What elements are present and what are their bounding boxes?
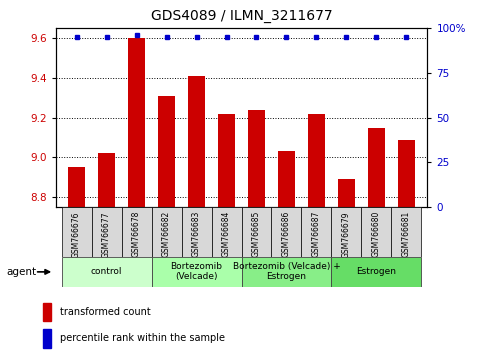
Text: GSM766677: GSM766677	[102, 211, 111, 258]
Bar	[398, 139, 415, 207]
Bar	[361, 207, 391, 257]
Bar	[128, 38, 145, 207]
Bar	[61, 257, 152, 287]
Text: GSM766686: GSM766686	[282, 211, 291, 257]
Bar	[158, 96, 175, 207]
Bar	[152, 257, 242, 287]
Bar	[43, 329, 51, 348]
Bar	[242, 207, 271, 257]
Bar	[242, 257, 331, 287]
Bar	[92, 207, 122, 257]
Bar	[271, 207, 301, 257]
Bar	[391, 207, 422, 257]
Text: GSM766676: GSM766676	[72, 211, 81, 258]
Text: GSM766684: GSM766684	[222, 211, 231, 257]
Bar	[331, 257, 422, 287]
Bar	[331, 207, 361, 257]
Bar	[152, 207, 182, 257]
Bar	[43, 303, 51, 321]
Bar	[308, 114, 325, 207]
Text: GSM766679: GSM766679	[342, 211, 351, 258]
Bar	[182, 207, 212, 257]
Text: transformed count: transformed count	[60, 307, 151, 317]
Text: Estrogen: Estrogen	[356, 267, 397, 276]
Bar	[212, 207, 242, 257]
Bar	[248, 110, 265, 207]
Text: GSM766680: GSM766680	[372, 211, 381, 257]
Text: Bortezomib
(Velcade): Bortezomib (Velcade)	[170, 262, 223, 281]
Bar	[218, 114, 235, 207]
Bar	[188, 76, 205, 207]
Text: agent: agent	[6, 267, 36, 277]
Bar	[338, 179, 355, 207]
Text: control: control	[91, 267, 122, 276]
Bar	[278, 152, 295, 207]
Bar	[301, 207, 331, 257]
Bar	[368, 128, 385, 207]
Text: GSM766685: GSM766685	[252, 211, 261, 257]
Bar	[98, 153, 115, 207]
Text: GDS4089 / ILMN_3211677: GDS4089 / ILMN_3211677	[151, 9, 332, 23]
Text: GSM766681: GSM766681	[402, 211, 411, 257]
Text: GSM766682: GSM766682	[162, 211, 171, 257]
Text: GSM766683: GSM766683	[192, 211, 201, 257]
Bar	[61, 207, 92, 257]
Text: percentile rank within the sample: percentile rank within the sample	[60, 333, 225, 343]
Text: GSM766678: GSM766678	[132, 211, 141, 257]
Bar	[68, 167, 85, 207]
Text: GSM766687: GSM766687	[312, 211, 321, 257]
Text: Bortezomib (Velcade) +
Estrogen: Bortezomib (Velcade) + Estrogen	[233, 262, 341, 281]
Bar	[122, 207, 152, 257]
